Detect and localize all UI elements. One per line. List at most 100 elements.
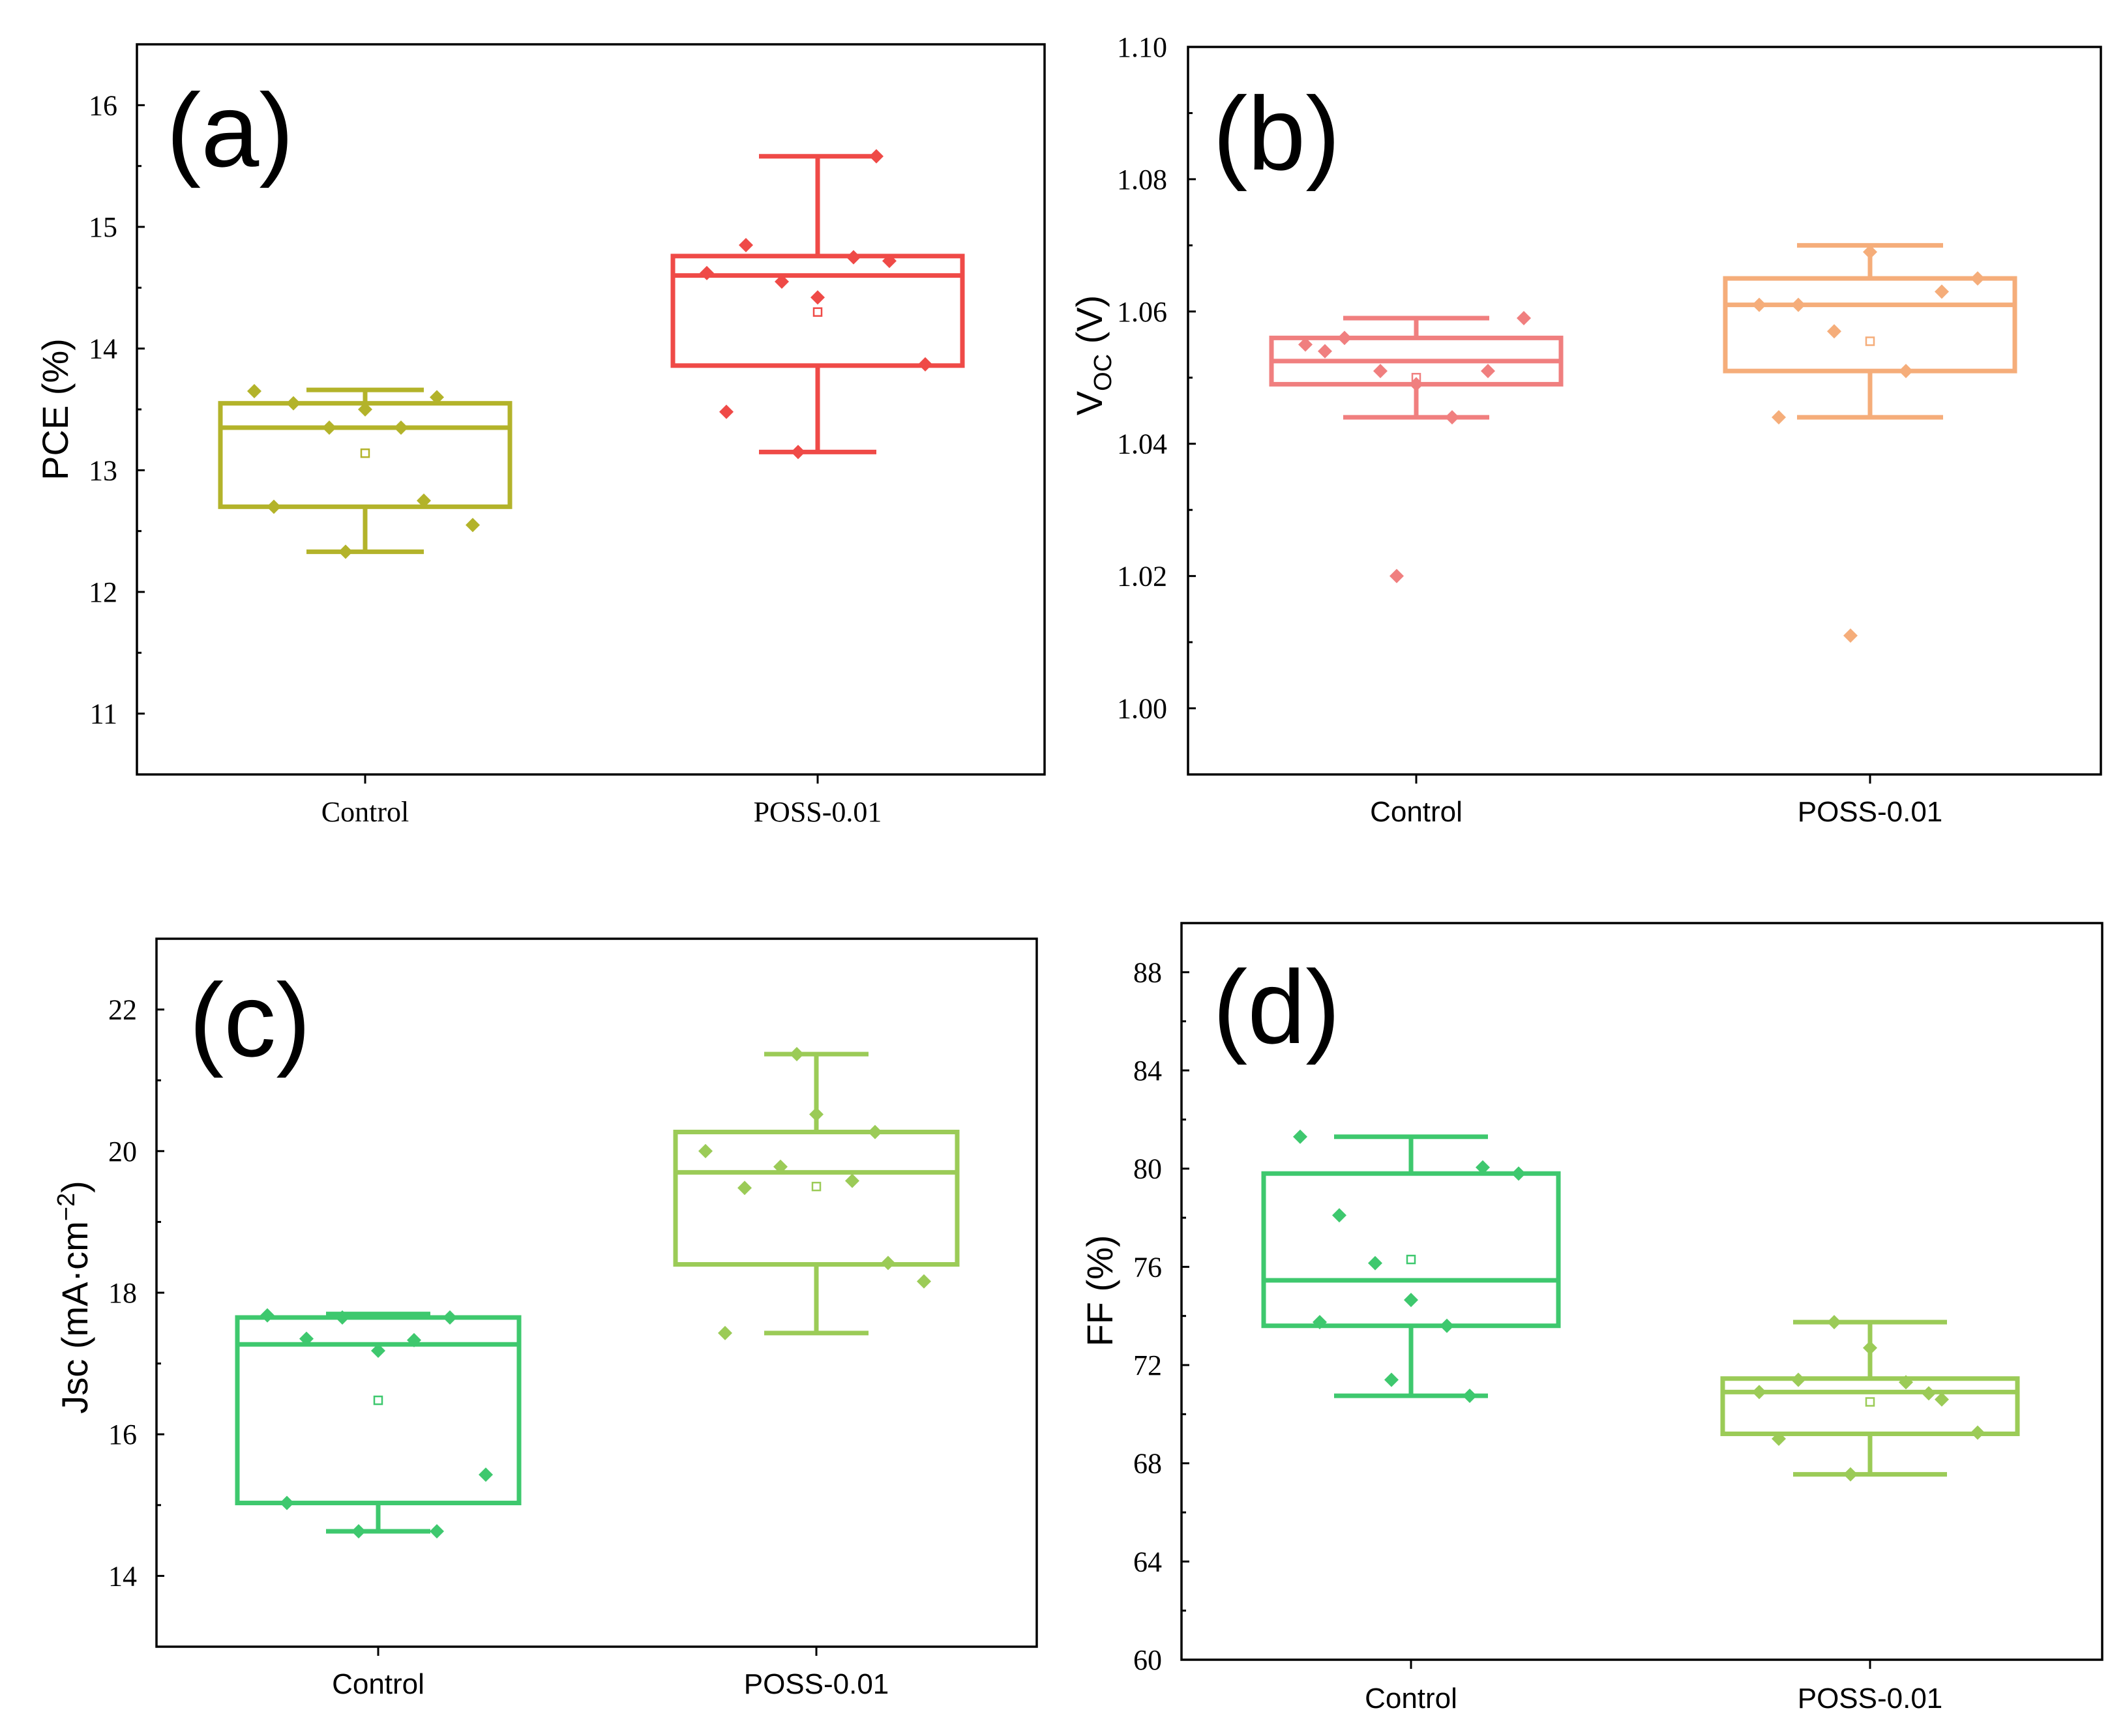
plot-frame (1180, 922, 2103, 1661)
x-tick-label: POSS-0.01 (1798, 796, 1943, 828)
data-point (1752, 297, 1766, 312)
data-point (700, 265, 714, 280)
data-point (882, 254, 897, 269)
data-point (1843, 628, 1858, 643)
y-tick-label: 14 (89, 333, 117, 365)
y-tick-label: 20 (108, 1136, 137, 1168)
data-point (809, 1107, 824, 1122)
data-point (1970, 1425, 1985, 1440)
data-point (790, 1047, 804, 1062)
y-tick-label: 14 (108, 1560, 137, 1592)
data-point (869, 149, 884, 164)
y-tick-label: 68 (1133, 1448, 1162, 1480)
data-point (479, 1467, 493, 1482)
data-point (1404, 1293, 1418, 1308)
y-axis-label: Jsc (mA·cm−2) (53, 1181, 95, 1414)
x-tick-label: Control (321, 796, 409, 828)
y-tick-label: 16 (108, 1419, 137, 1450)
data-point (247, 384, 261, 398)
mean-marker (1865, 336, 1875, 346)
data-point (1970, 271, 1985, 286)
panel-b: (b) VOC (V) Control POSS-0.01 1.001.021.… (1069, 31, 2102, 828)
data-point (1863, 244, 1877, 259)
y-tick-label: 76 (1133, 1251, 1162, 1283)
data-point (417, 493, 431, 508)
mean-marker (1406, 1254, 1416, 1265)
y-tick-label: 88 (1133, 956, 1162, 988)
box-iqr (1723, 276, 2017, 374)
box-plots (218, 149, 965, 559)
data-point (1337, 331, 1352, 346)
y-tick-label: 64 (1133, 1546, 1162, 1578)
y-tick-label: 15 (89, 211, 117, 243)
data-point (430, 1523, 444, 1538)
data-point (1791, 1372, 1806, 1387)
data-point (810, 290, 825, 305)
data-point (1389, 568, 1404, 583)
y-ticks: 11 12 13 14 15 16 (89, 89, 819, 784)
data-point (846, 250, 861, 265)
data-point (719, 404, 734, 419)
y-tick-label: 16 (89, 89, 117, 121)
data-point (1373, 364, 1388, 379)
data-point (775, 274, 789, 289)
data-point (791, 445, 805, 460)
y-axis-label-sup: −2 (53, 1193, 80, 1221)
y-tick-label: 72 (1133, 1349, 1162, 1381)
x-tick-label: POSS-0.01 (754, 796, 882, 828)
y-axis-label-unit: (V) (1069, 295, 1110, 354)
box-iqr (218, 401, 513, 509)
data-point (1445, 410, 1459, 425)
y-tick-label: 1.10 (1117, 31, 1167, 63)
y-axis-label: PCE (%) (35, 338, 76, 480)
panel-a: (a) PCE (%) Control POSS-0.01 11 12 13 14 15… (35, 43, 1046, 828)
y-tick-label: 1.08 (1117, 164, 1167, 196)
panel-tag: (b) (1213, 75, 1341, 192)
mean-marker (373, 1395, 383, 1405)
y-axis-label-main: Jsc (mA·cm (54, 1221, 95, 1414)
y-tick-label: 13 (89, 454, 117, 486)
panel-d: (d) FF (%) Control POSS-0.01 60 64 68 72 76 8… (1079, 922, 2103, 1714)
data-point (1517, 310, 1531, 325)
data-point (1511, 1166, 1526, 1181)
data-point (351, 1523, 366, 1538)
y-axis-label: FF (%) (1079, 1235, 1120, 1346)
y-tick-label: 1.04 (1117, 428, 1167, 460)
x-tick-label: POSS-0.01 (744, 1668, 889, 1700)
y-tick-label: 80 (1133, 1153, 1162, 1185)
y-axis-label-sub: OC (1090, 354, 1117, 391)
y-tick-label: 12 (89, 576, 117, 608)
panel-tag: (d) (1213, 949, 1341, 1065)
mean-marker (812, 307, 823, 317)
y-axis-label-end: ) (54, 1181, 95, 1193)
box-iqr (1720, 1376, 2020, 1436)
box-iqr (673, 1129, 960, 1267)
data-point (430, 390, 444, 405)
data-point (394, 420, 408, 435)
x-tick-label: Control (1370, 796, 1463, 828)
data-point (1368, 1256, 1382, 1271)
data-point (1791, 297, 1806, 312)
data-point (1440, 1318, 1454, 1333)
data-point (1827, 1315, 1841, 1330)
data-point (1409, 377, 1423, 392)
panel-tag: (c) (189, 962, 311, 1078)
y-tick-label: 84 (1133, 1055, 1162, 1087)
box-iqr (235, 1315, 522, 1506)
data-point (267, 499, 281, 514)
box-plots (235, 1047, 960, 1538)
data-point (1384, 1372, 1399, 1387)
data-point (371, 1344, 385, 1359)
data-point (1922, 1386, 1936, 1401)
data-point (443, 1310, 457, 1325)
data-point (718, 1325, 732, 1340)
data-point (1772, 410, 1786, 425)
data-point (1843, 1467, 1858, 1482)
data-point (881, 1256, 895, 1271)
x-tick-label: Control (332, 1668, 424, 1700)
data-point (1827, 324, 1841, 339)
data-point (1863, 1340, 1877, 1355)
box-iqr (1261, 1171, 1561, 1329)
data-point (299, 1331, 314, 1346)
